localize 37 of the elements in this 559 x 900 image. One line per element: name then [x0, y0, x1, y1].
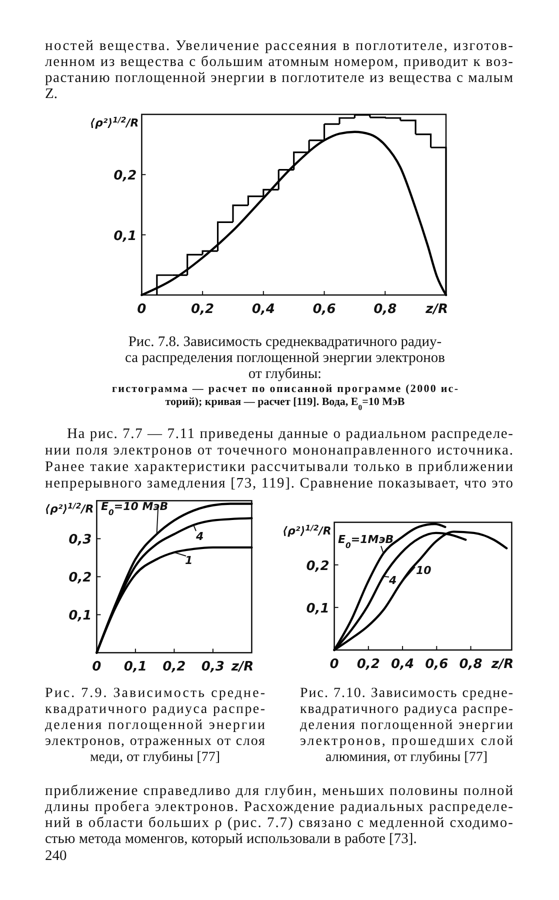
- text: 240: [45, 848, 67, 864]
- x-tick-label: 0: [330, 657, 339, 672]
- x-tick-label: 0,2: [191, 302, 214, 317]
- x-tick-label: 0,6: [312, 302, 336, 317]
- x-axis-title: z/R: [424, 302, 448, 317]
- y-tick-label: 0,1: [68, 608, 92, 624]
- x-axis-title: z/R: [230, 660, 254, 675]
- text: На рис. 7.7 — 7.11 приведены данные о радиальном распределе- нии поля электронов от точечного мононаправленного источника. Ранее такие характеристики рассчитывали только в приближении непрерывного замедления [73, 119]. Сравнение показывает, что это: [45, 426, 514, 492]
- y-axis-title: ⟨ρ²⟩$^{1/2}$/R: [282, 522, 332, 538]
- text: приближение справедливо для глубин, меньших половины полной длины пробега электронов. Расхождение радиальных распределе- ний в области больших ρ (рис. 7.7) связано с медленной сходимо- стью метода моменгов, который использовали в работе [73].: [45, 783, 514, 847]
- x-tick-label: 0,8: [374, 302, 397, 317]
- text: гистограмма — расчет по описанной программе (2000 ис- торий); кривая — расчет [119]. Вода, E$_{0}$=10 МэВ: [112, 383, 458, 412]
- x-tick-label: 0,8: [459, 657, 482, 672]
- series-label: 1: [185, 554, 193, 567]
- y-tick-label: 0,2: [68, 570, 92, 586]
- text: Рис. 7.9. Зависимость средне- квадратичного радиуса распре- деления поглощенной энергии электронов, отраженных от слоя меди, от глубины [77]: [45, 686, 266, 765]
- series-label: E$_{0}$=10 МэВ: [101, 500, 168, 516]
- series-label: 4: [195, 530, 204, 543]
- x-tick-label: 0,4: [252, 302, 275, 317]
- x-tick-label: 0,4: [391, 657, 414, 672]
- y-axis-title: ⟨ρ²⟩$^{1/2}$/R: [90, 114, 139, 130]
- y-axis-title: ⟨ρ²⟩$^{1/2}$/R: [44, 501, 94, 516]
- x-tick-label: 0,2: [162, 660, 186, 675]
- series-label: 4: [388, 574, 397, 587]
- x-tick-label: 0,3: [201, 660, 224, 675]
- x-tick-label: 0,1: [124, 660, 147, 675]
- y-tick-label: 0,3: [68, 532, 92, 548]
- text: Рис. 7.8. Зависимость среднеквадратичного радиу- са распределения поглощенной энергии электронов от глубины:: [125, 334, 446, 382]
- series-label: E$_{0}$=1МэВ: [338, 533, 394, 550]
- x-tick-label: 0,2: [356, 657, 380, 672]
- x-tick-label: 0: [92, 660, 102, 675]
- series-label: 10: [416, 564, 432, 577]
- text: ностей вещества. Увеличение рассеяния в поглотителе, изготов- ленном из вещества с большим атомным номером, приводит к воз- растанию поглощенной энергии в поглотителе из вещества с малым Z.: [45, 38, 514, 102]
- x-axis-title: z/R: [490, 657, 514, 672]
- x-tick-label: 0,6: [425, 657, 448, 672]
- x-tick-label: 0: [137, 302, 146, 317]
- text: Рис. 7.10. Зависимость средне- квадратичного радиуса распре- деления поглощенной энергии электронов, прошедших слой алюминия, от глубины [77]: [300, 686, 514, 765]
